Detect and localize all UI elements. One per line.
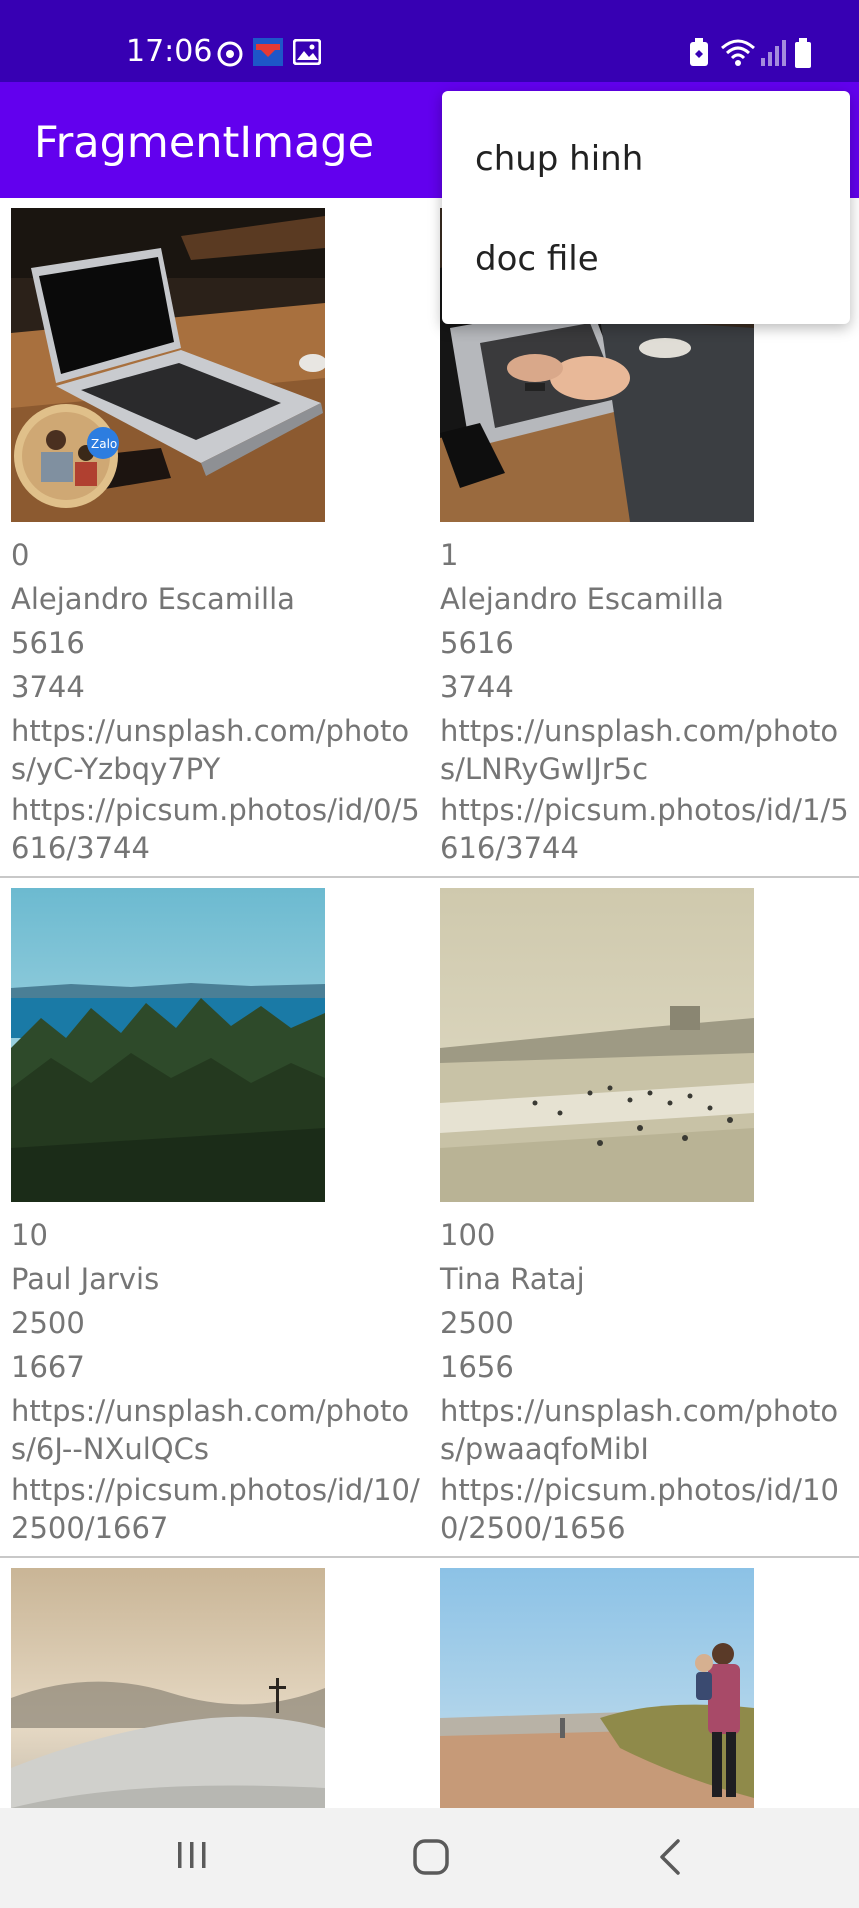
photo-height: 3744 [11, 665, 431, 709]
photo-author: Alejandro Escamilla [11, 577, 431, 621]
photo-height: 3744 [440, 665, 859, 709]
photo-thumbnail[interactable]: Zalo [11, 208, 325, 522]
sync-icon [216, 40, 244, 68]
photo-meta: 1 Alejandro Escamilla 5616 3744 https://… [440, 533, 859, 867]
photo-item[interactable]: 100 Tina Rataj 2500 1656 https://unsplas… [440, 888, 859, 1550]
photo-height: 1667 [11, 1345, 431, 1389]
grid-row: 10 Paul Jarvis 2500 1667 https://unsplas… [0, 878, 859, 1558]
status-bar: 17:06 [0, 0, 859, 82]
photo-grid[interactable]: Zalo 0 Alejandro Escamilla 5616 3744 htt… [0, 198, 859, 1908]
photo-download-url: https://picsum.photos/id/0/5616/3744 [11, 791, 421, 867]
back-icon[interactable] [656, 1838, 684, 1876]
photo-width: 2500 [440, 1301, 859, 1345]
overflow-menu: chup hinh doc file [442, 91, 850, 324]
photo-id: 0 [11, 533, 431, 577]
flag-icon [253, 38, 283, 66]
photo-meta: 100 Tina Rataj 2500 1656 https://unsplas… [440, 1213, 859, 1547]
photo-author: Tina Rataj [440, 1257, 859, 1301]
photo-width: 2500 [11, 1301, 431, 1345]
photo-thumbnail[interactable] [440, 888, 754, 1202]
photo-url: https://unsplash.com/photos/LNRyGwIJr5c [440, 712, 850, 788]
home-icon[interactable] [412, 1838, 450, 1876]
recents-icon[interactable] [175, 1838, 209, 1872]
photo-height: 1656 [440, 1345, 859, 1389]
photo-meta: 10 Paul Jarvis 2500 1667 https://unsplas… [11, 1213, 431, 1547]
photo-url: https://unsplash.com/photos/6J--NXulQCs [11, 1392, 421, 1468]
photo-item[interactable]: 10 Paul Jarvis 2500 1667 https://unsplas… [11, 888, 431, 1550]
navigation-bar [0, 1808, 859, 1908]
photo-id: 1 [440, 533, 859, 577]
battery-saver-icon [688, 38, 710, 68]
photo-url: https://unsplash.com/photos/yC-Yzbqy7PY [11, 712, 421, 788]
menu-item-chup-hinh[interactable]: chup hinh [475, 139, 643, 179]
photo-id: 10 [11, 1213, 431, 1257]
photo-width: 5616 [440, 621, 859, 665]
app-title: FragmentImage [34, 118, 374, 168]
photo-thumbnail[interactable] [11, 888, 325, 1202]
photo-item[interactable]: Zalo 0 Alejandro Escamilla 5616 3744 htt… [11, 208, 431, 870]
photo-width: 5616 [11, 621, 431, 665]
photo-id: 100 [440, 1213, 859, 1257]
status-time: 17:06 [126, 34, 212, 69]
photo-url: https://unsplash.com/photos/pwaaqfoMibI [440, 1392, 850, 1468]
svg-text:Zalo: Zalo [91, 437, 117, 451]
wifi-icon [720, 38, 756, 66]
photo-download-url: https://picsum.photos/id/10/2500/1667 [11, 1471, 421, 1547]
battery-icon [794, 38, 812, 68]
photo-author: Paul Jarvis [11, 1257, 431, 1301]
signal-icon [760, 38, 786, 66]
gallery-icon [293, 39, 321, 65]
photo-author: Alejandro Escamilla [440, 577, 859, 621]
menu-item-doc-file[interactable]: doc file [475, 239, 599, 279]
photo-meta: 0 Alejandro Escamilla 5616 3744 https://… [11, 533, 431, 867]
photo-download-url: https://picsum.photos/id/1/5616/3744 [440, 791, 850, 867]
photo-download-url: https://picsum.photos/id/100/2500/1656 [440, 1471, 850, 1547]
